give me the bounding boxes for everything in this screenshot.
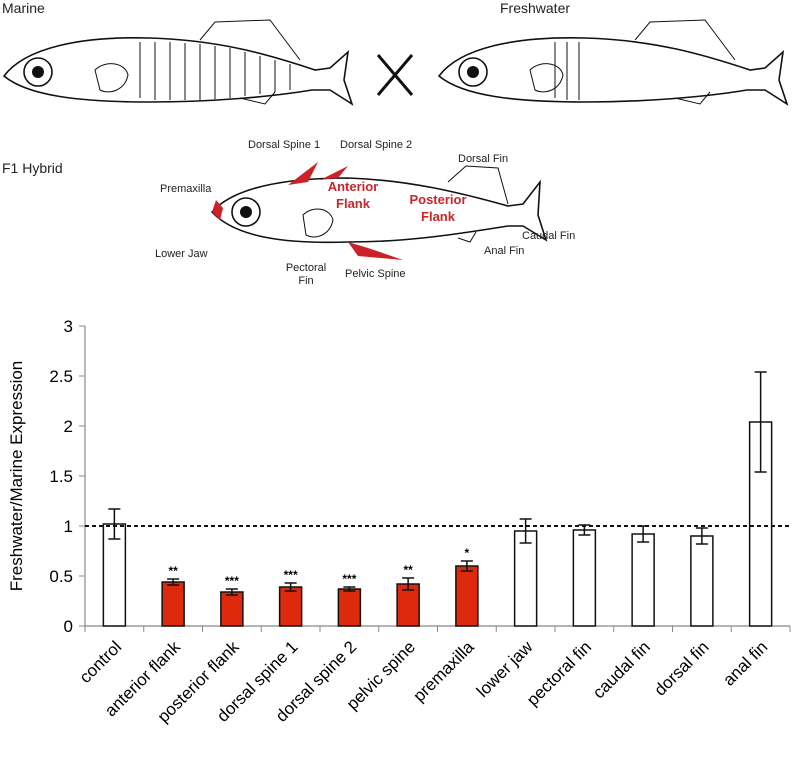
error-bar bbox=[519, 518, 532, 544]
significance: *** bbox=[284, 568, 298, 582]
x-tick-label: caudal fin bbox=[589, 637, 654, 702]
y-tick-label: 1 bbox=[64, 517, 73, 536]
y-tick-label: 0.5 bbox=[49, 567, 73, 586]
error-bar bbox=[402, 577, 415, 591]
error-bar bbox=[225, 588, 238, 596]
error-bar bbox=[343, 586, 356, 592]
y-tick-label: 3 bbox=[64, 317, 73, 336]
bar bbox=[513, 530, 538, 627]
x-tick-label: premaxilla bbox=[409, 637, 478, 706]
significance: *** bbox=[342, 572, 356, 586]
significance: ** bbox=[403, 563, 413, 577]
error-bar bbox=[167, 578, 180, 586]
significance: ** bbox=[168, 564, 178, 578]
y-tick-label: 2 bbox=[64, 417, 73, 436]
bar bbox=[572, 529, 597, 627]
hybrid-label: F1 Hybrid bbox=[2, 160, 63, 176]
freshwater-fish bbox=[437, 19, 789, 106]
bar bbox=[690, 535, 714, 627]
part-label: Premaxilla bbox=[160, 183, 212, 195]
part-label: Dorsal Spine 2 bbox=[340, 139, 413, 151]
x-tick-label: control bbox=[76, 637, 126, 687]
part-label: Lower Jaw bbox=[155, 248, 208, 260]
bar bbox=[631, 533, 655, 627]
part-label: Dorsal Spine 1 bbox=[248, 139, 321, 151]
part-label: Pelvic Spine bbox=[345, 268, 406, 280]
y-tick-label: 1.5 bbox=[49, 467, 73, 486]
y-tick-label: 2.5 bbox=[49, 367, 73, 386]
bar bbox=[278, 586, 303, 627]
bar bbox=[220, 591, 244, 627]
x-tick-label: dorsal fin bbox=[650, 637, 712, 699]
freshwater-label: Freshwater bbox=[500, 0, 571, 16]
error-bar bbox=[108, 508, 121, 540]
bar bbox=[337, 588, 362, 627]
significance: * bbox=[465, 546, 470, 560]
error-bar bbox=[460, 560, 473, 572]
part-label: Pectoral Fin bbox=[285, 262, 327, 287]
part-label: Anal Fin bbox=[484, 245, 525, 257]
part-label: Dorsal Fin bbox=[458, 153, 509, 165]
part-label: Posterior Flank bbox=[409, 192, 467, 224]
bar bbox=[161, 581, 185, 627]
significance: *** bbox=[225, 574, 239, 588]
error-bar bbox=[284, 582, 297, 592]
part-label: Anterior Flank bbox=[327, 179, 379, 211]
x-tick-label: anal fin bbox=[719, 637, 771, 689]
error-bar bbox=[754, 371, 767, 473]
marine-fish bbox=[2, 19, 354, 106]
bar bbox=[455, 565, 479, 627]
marine-label: Marine bbox=[2, 0, 45, 16]
part-label: Caudal Fin bbox=[522, 230, 576, 242]
y-tick-label: 0 bbox=[64, 617, 73, 636]
cross bbox=[376, 54, 414, 96]
hybrid-fish bbox=[210, 162, 548, 260]
y-axis-label: Freshwater/Marine Expression bbox=[7, 361, 26, 592]
error-bar bbox=[695, 527, 708, 545]
